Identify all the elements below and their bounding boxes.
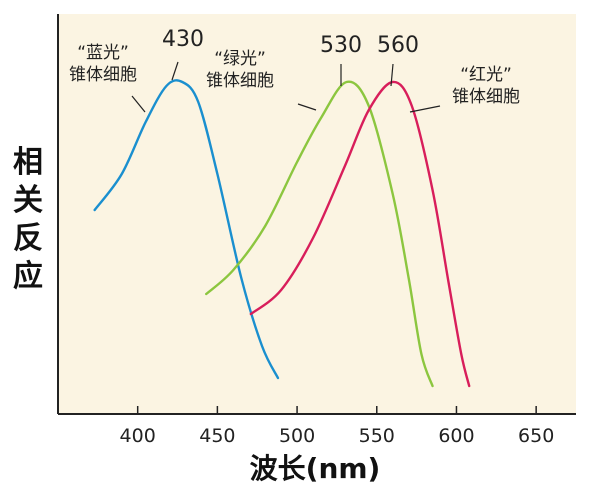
peak-label-1: 530 [320, 33, 362, 58]
peak-label-0: 430 [162, 27, 204, 52]
name-leader-line [131, 95, 146, 113]
y-axis-label-char: 关 [13, 183, 43, 218]
series-line-1 [205, 80, 434, 388]
name-leader-line [297, 103, 317, 111]
axes [57, 14, 576, 415]
peak-leader-line [390, 63, 394, 87]
x-tick-label: 400 [120, 425, 156, 447]
name-leader-line [409, 105, 441, 113]
series-name-label-1: 锥体细胞 [206, 71, 274, 91]
series-name-label-1: “绿光” [214, 49, 266, 69]
series-name-label-0: “蓝光” [77, 43, 129, 63]
y-axis-label-char: 相 [13, 145, 43, 180]
plot-background [58, 14, 576, 414]
x-ticks: 400 450 500 550 600 650 [120, 406, 554, 447]
y-axis-label-char: 反 [13, 221, 43, 256]
series-name-label-0: 锥体细胞 [69, 65, 137, 85]
x-tick-label: 500 [279, 425, 315, 447]
series-name-label-2: “红光” [460, 65, 512, 85]
curves [93, 79, 471, 388]
peak-label-2: 560 [377, 33, 419, 58]
x-tick-label: 600 [438, 425, 474, 447]
x-tick-label: 550 [359, 425, 395, 447]
x-tick-label: 650 [518, 425, 554, 447]
series-name-label-2: 锥体细胞 [452, 87, 520, 107]
series-line-2 [249, 80, 471, 388]
x-tick-label: 450 [199, 425, 235, 447]
peak-leader-line [171, 61, 179, 81]
y-axis-label-char: 应 [13, 259, 43, 294]
x-axis-label: 波长(nm) [250, 452, 381, 485]
